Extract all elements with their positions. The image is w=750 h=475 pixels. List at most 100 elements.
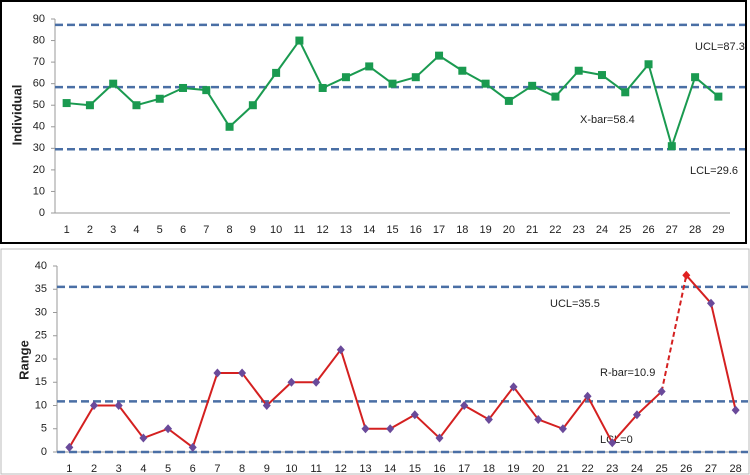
x-tick-label: 13	[340, 224, 352, 236]
point	[551, 92, 560, 101]
point	[164, 424, 173, 434]
line-segment	[143, 427, 169, 439]
x-tick-label: 1	[66, 463, 72, 475]
line-segment	[611, 414, 638, 444]
point	[114, 401, 123, 410]
line-segment	[512, 386, 540, 421]
x-tick-label: 18	[456, 224, 468, 236]
control-label: LCL=0	[600, 434, 633, 446]
x-tick-label: 23	[606, 463, 618, 475]
control-label: UCL=87.3	[695, 41, 745, 53]
line-segment	[554, 70, 580, 98]
point	[213, 368, 222, 378]
y-tick-label: 15	[35, 376, 47, 388]
x-tick-label: 1	[64, 224, 70, 236]
point	[188, 442, 197, 452]
point	[621, 88, 630, 97]
x-tick-label: 5	[157, 224, 163, 236]
x-tick-label: 29	[712, 224, 724, 236]
line-segment	[636, 390, 663, 416]
y-tick-label: 20	[35, 353, 47, 365]
point	[336, 345, 345, 355]
point	[644, 60, 653, 69]
x-tick-label: 24	[631, 463, 643, 475]
point	[528, 81, 537, 90]
y-axis-title: Range	[16, 340, 31, 380]
x-tick-label: 3	[116, 463, 122, 475]
line-segment	[167, 427, 194, 449]
point	[139, 433, 148, 443]
x-tick-label: 2	[91, 463, 97, 475]
point	[435, 433, 444, 443]
point	[248, 101, 257, 110]
point	[504, 96, 513, 105]
x-tick-label: 23	[573, 224, 585, 236]
line-segment	[275, 39, 301, 74]
point	[691, 73, 700, 82]
y-tick-label: 40	[33, 121, 45, 133]
point	[731, 405, 740, 415]
x-tick-label: 26	[680, 463, 692, 475]
control-label: LCL=29.6	[690, 165, 738, 177]
point	[583, 391, 592, 401]
point	[460, 401, 469, 410]
point	[272, 68, 281, 77]
point	[632, 410, 641, 420]
line-segment	[298, 40, 324, 89]
y-tick-label: 60	[33, 78, 45, 90]
y-tick-label: 0	[41, 446, 47, 458]
point	[202, 86, 211, 95]
x-tick-label: 25	[656, 463, 668, 475]
x-tick-label: 7	[203, 224, 209, 236]
point	[318, 83, 327, 92]
point	[287, 377, 296, 387]
x-tick-label: 18	[483, 463, 495, 475]
y-tick-label: 80	[33, 34, 45, 46]
x-tick-label: 8	[227, 224, 233, 236]
line-segment	[624, 63, 650, 93]
point	[410, 410, 419, 420]
x-tick-label: 14	[363, 224, 375, 236]
line-segment	[191, 372, 219, 448]
x-tick-label: 5	[165, 463, 171, 475]
line-segment	[685, 274, 712, 304]
x-tick-label: 11	[310, 463, 321, 475]
x-tick-label: 6	[190, 463, 196, 475]
x-tick-label: 27	[666, 224, 678, 236]
y-tick-label: 20	[33, 164, 45, 176]
x-tick-label: 19	[507, 463, 519, 475]
line-segment	[488, 386, 515, 421]
y-tick-label: 5	[41, 423, 47, 435]
point	[312, 377, 321, 387]
x-tick-label: 12	[317, 224, 329, 236]
x-tick-label: 14	[384, 463, 396, 475]
point	[458, 66, 467, 75]
point	[706, 298, 715, 308]
x-tick-label: 22	[549, 224, 561, 236]
x-tick-label: 10	[285, 463, 297, 475]
point	[484, 414, 493, 424]
y-tick-label: 10	[33, 185, 45, 197]
x-tick-label: 22	[581, 463, 593, 475]
x-tick-label: 12	[335, 463, 347, 475]
line-segment	[241, 372, 268, 407]
line-segment	[647, 63, 673, 147]
point	[365, 62, 374, 71]
x-tick-label: 28	[730, 463, 742, 475]
point	[597, 71, 606, 80]
x-tick-label: 4	[133, 224, 139, 236]
control-label: UCL=35.5	[550, 298, 600, 310]
x-tick-label: 21	[557, 463, 569, 475]
line-segment	[562, 395, 589, 430]
x-tick-label: 27	[705, 463, 717, 475]
point	[90, 401, 99, 410]
point	[574, 66, 583, 75]
line-segment	[710, 302, 737, 411]
x-tick-label: 11	[294, 224, 305, 236]
point	[341, 73, 350, 82]
y-axis-title: Individual	[9, 85, 24, 146]
point	[295, 36, 304, 45]
x-tick-label: 4	[140, 463, 146, 475]
x-tick-label: 9	[250, 224, 256, 236]
